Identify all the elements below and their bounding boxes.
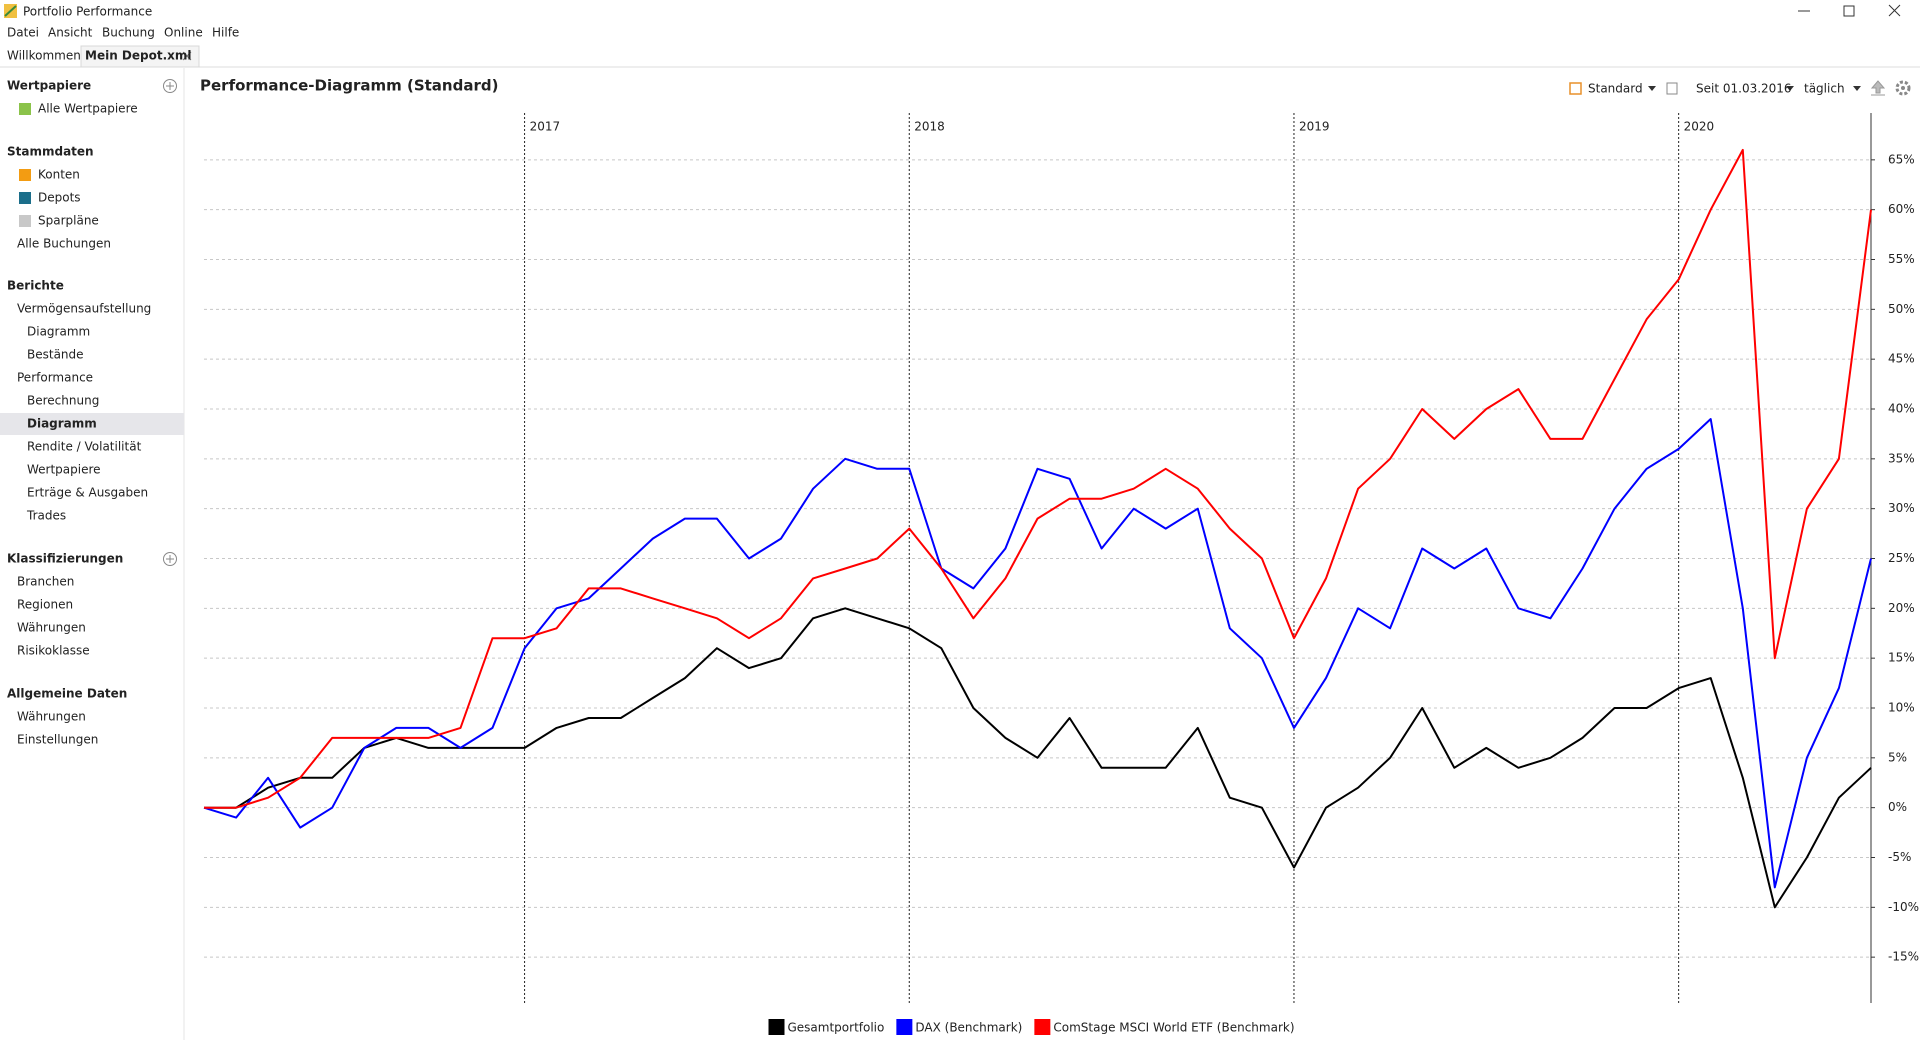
sidebar-section: Klassifizierungen (7, 552, 123, 566)
menu-item[interactable]: Hilfe (212, 26, 239, 40)
sidebar-item[interactable]: Sparpläne (38, 214, 99, 228)
x-tick-label: 2018 (914, 120, 945, 134)
item-icon (19, 103, 31, 115)
add-icon (166, 555, 174, 563)
y-tick-label: 35% (1888, 451, 1915, 465)
toolbar-button[interactable]: täglich (1804, 82, 1845, 96)
sidebar-item[interactable]: Regionen (17, 598, 73, 612)
sidebar-item[interactable]: Trades (26, 509, 66, 523)
sidebar-item[interactable]: Währungen (17, 621, 86, 635)
chart: -15% -10% -5% 0% 5% 10% 15% 20% 25% 30% 35% 40% 45% 5… (203, 113, 1919, 1035)
sidebar-item[interactable]: Alle Buchungen (17, 237, 111, 251)
y-tick-label: 40% (1888, 402, 1915, 416)
x-tick-label: 2020 (1684, 120, 1715, 134)
selected-row (0, 413, 184, 435)
tab[interactable]: Willkommen (7, 49, 81, 63)
toolbar-button[interactable]: Standard (1588, 82, 1643, 96)
dropdown-arrow[interactable] (1648, 86, 1656, 91)
item-icon (19, 192, 31, 204)
export-button[interactable] (1870, 80, 1886, 96)
y-tick-label: 15% (1888, 651, 1915, 665)
calendar-icon (1569, 82, 1582, 95)
y-tick-label: -10% (1888, 900, 1919, 914)
settings-icon (1901, 86, 1905, 90)
sidebar-item[interactable]: Währungen (17, 710, 86, 724)
sidebar-item[interactable]: Risikoklasse (17, 644, 90, 658)
legend-label[interactable]: DAX (Benchmark) (915, 1021, 1022, 1035)
menu-item[interactable]: Buchung (102, 26, 155, 40)
y-tick-label: 30% (1888, 501, 1915, 515)
sidebar-item[interactable]: Berechnung (27, 394, 99, 408)
item-icon (19, 215, 31, 227)
add-icon (166, 82, 174, 90)
sidebar-item[interactable]: Konten (38, 168, 80, 182)
sidebar-item[interactable]: Rendite / Volatilität (27, 440, 142, 454)
menu-item[interactable]: Online (164, 26, 203, 40)
active-tab[interactable] (80, 45, 200, 68)
y-tick-label: 60% (1888, 202, 1915, 216)
settings-button[interactable] (1895, 80, 1911, 96)
tab[interactable]: Mein Depot.xml (85, 49, 192, 63)
y-tick-label: -15% (1888, 950, 1919, 964)
sidebar-item[interactable]: Bestände (27, 348, 84, 362)
sidebar-section: Berichte (7, 279, 64, 293)
y-tick-label: 10% (1888, 700, 1915, 714)
calendar-icon (1666, 82, 1678, 95)
y-tick-label: 25% (1888, 551, 1915, 565)
window-title: Portfolio Performance (23, 5, 152, 19)
y-tick-label: 55% (1888, 252, 1915, 266)
sidebar-section: Allgemeine Daten (7, 687, 127, 701)
x-tick-label: 2017 (530, 120, 561, 134)
y-tick-label: 50% (1888, 302, 1915, 316)
sidebar-item[interactable]: Wertpapiere (27, 463, 101, 477)
menu-item[interactable]: Ansicht (48, 26, 93, 40)
legend-label[interactable]: ComStage MSCI World ETF (Benchmark) (1053, 1021, 1294, 1035)
sidebar-item[interactable]: Alle Wertpapiere (38, 102, 138, 116)
sidebar-item[interactable]: Performance (17, 371, 93, 385)
x-tick-label: 2019 (1299, 120, 1330, 134)
series-line (204, 607, 1872, 909)
maximize-button[interactable] (1843, 5, 1855, 17)
y-tick-label: 45% (1888, 352, 1915, 366)
add-taxonomy-button[interactable] (163, 552, 177, 566)
series-line (204, 148, 1872, 809)
app-icon-mark (4, 5, 17, 17)
add-security-button[interactable] (163, 79, 177, 93)
sidebar-section: Wertpapiere (7, 79, 91, 93)
item-icon (19, 169, 31, 181)
dropdown-arrow[interactable] (1786, 86, 1794, 91)
close-button[interactable] (1888, 4, 1901, 17)
series-line (203, 418, 1872, 889)
sidebar-item[interactable]: Erträge & Ausgaben (27, 486, 148, 500)
legend-swatch[interactable] (1034, 1019, 1051, 1035)
y-tick-label: 65% (1888, 152, 1915, 166)
y-tick-label: 0% (1888, 800, 1907, 814)
sidebar-item[interactable]: Diagramm (27, 325, 90, 339)
tab-close[interactable] (182, 51, 192, 61)
legend: Gesamtportfolio DAX (Benchmark) ComStage M… (768, 1019, 1295, 1035)
sidebar-item[interactable]: Depots (38, 191, 81, 205)
sidebar-item[interactable]: Branchen (17, 575, 74, 589)
sidebar-section: Stammdaten (7, 145, 94, 159)
legend-swatch[interactable] (896, 1019, 913, 1035)
toolbar-button[interactable]: Seit 01.03.2016 (1696, 82, 1792, 96)
sidebar-item[interactable]: Vermögensaufstellung (17, 302, 151, 316)
y-tick-label: -5% (1888, 850, 1911, 864)
menu-item[interactable]: Datei (7, 26, 39, 40)
legend-swatch[interactable] (768, 1019, 785, 1035)
legend-label[interactable]: Gesamtportfolio (788, 1021, 885, 1035)
chart-title: Performance-Diagramm (Standard) (200, 77, 498, 95)
y-tick-label: 20% (1888, 601, 1915, 615)
sidebar-item[interactable]: Einstellungen (17, 733, 98, 747)
dropdown-arrow[interactable] (1853, 86, 1861, 91)
y-tick-label: 5% (1888, 750, 1907, 764)
sidebar-item[interactable]: Diagramm (27, 417, 97, 431)
